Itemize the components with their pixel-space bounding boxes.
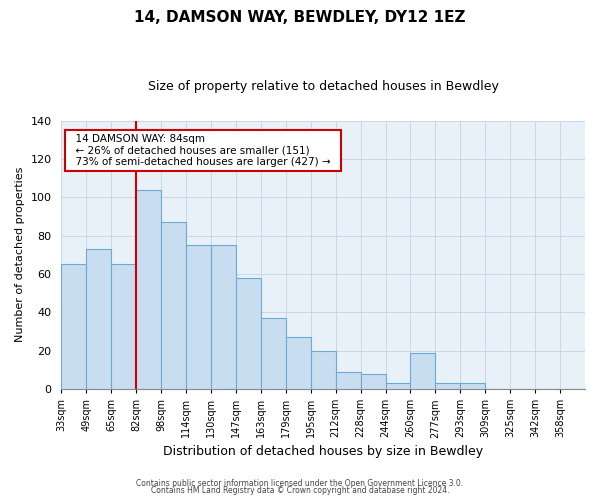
Bar <box>410 352 436 389</box>
Bar <box>236 278 261 389</box>
Bar <box>111 264 136 389</box>
Text: 14, DAMSON WAY, BEWDLEY, DY12 1EZ: 14, DAMSON WAY, BEWDLEY, DY12 1EZ <box>134 10 466 25</box>
Y-axis label: Number of detached properties: Number of detached properties <box>15 167 25 342</box>
Title: Size of property relative to detached houses in Bewdley: Size of property relative to detached ho… <box>148 80 499 93</box>
Bar <box>361 374 386 389</box>
Bar <box>136 190 161 389</box>
X-axis label: Distribution of detached houses by size in Bewdley: Distribution of detached houses by size … <box>163 444 483 458</box>
Bar <box>286 338 311 389</box>
Bar <box>335 372 361 389</box>
Bar <box>61 264 86 389</box>
Bar <box>386 384 410 389</box>
Bar <box>161 222 186 389</box>
Bar <box>211 245 236 389</box>
Text: Contains HM Land Registry data © Crown copyright and database right 2024.: Contains HM Land Registry data © Crown c… <box>151 486 449 495</box>
Bar <box>261 318 286 389</box>
Text: Contains public sector information licensed under the Open Government Licence 3.: Contains public sector information licen… <box>136 478 464 488</box>
Bar <box>460 384 485 389</box>
Bar <box>436 384 460 389</box>
Bar <box>186 245 211 389</box>
Bar <box>311 350 335 389</box>
Bar <box>86 249 111 389</box>
Text: 14 DAMSON WAY: 84sqm
  ← 26% of detached houses are smaller (151)
  73% of semi-: 14 DAMSON WAY: 84sqm ← 26% of detached h… <box>69 134 337 167</box>
